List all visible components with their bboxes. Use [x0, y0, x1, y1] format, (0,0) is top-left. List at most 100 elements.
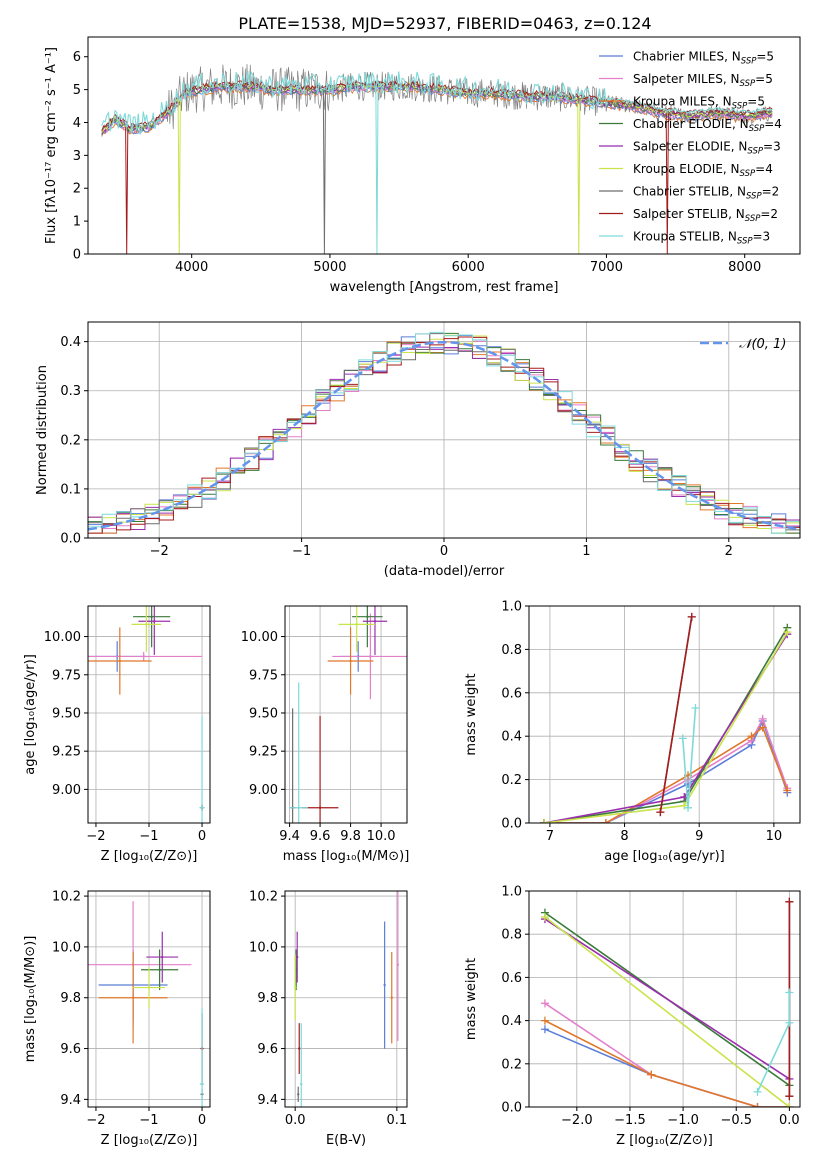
y-tick-label: 0.4	[501, 730, 522, 745]
legend-entry: Chabrier MILES, NSSP=5	[633, 50, 774, 67]
mass-vs-ebv-panel: 0.0 0.1 9.4 9.6 9.8 10.0 10.2 E(B-V)	[249, 890, 408, 1148]
y-tick-label: 1	[73, 215, 81, 230]
axes-frame	[528, 890, 801, 1108]
weight-marker	[539, 819, 548, 823]
legend-entry: Salpeter ELODIE, NSSP=3	[633, 140, 781, 157]
x-tick-label: 1	[582, 544, 590, 559]
x-tick-label: −1.5	[614, 1113, 646, 1128]
y-tick-label: 0.0	[501, 817, 522, 832]
weight-marker	[785, 1018, 794, 1027]
spectrum-dropout-line	[177, 99, 181, 254]
y-tick-label: 9.6	[60, 1042, 81, 1057]
y-tick-label: 9.75	[52, 668, 81, 683]
y-tick-label: 9.8	[257, 991, 278, 1006]
plot-area	[293, 891, 400, 1107]
y-axis-label: age [log₁₀(age/yr)]	[23, 654, 38, 775]
spectrum-dropout-line	[322, 89, 327, 254]
x-tick-label: −1	[139, 829, 158, 844]
legend-entry: Kroupa ELODIE, NSSP=4	[633, 162, 773, 179]
x-tick-label: −2.0	[561, 1113, 593, 1128]
x-tick-label: 0.0	[285, 1113, 306, 1128]
weight-marker	[540, 1025, 549, 1034]
y-tick-label: 0.8	[501, 643, 522, 658]
y-tick-label: 9.00	[249, 783, 278, 798]
plot-area	[540, 897, 794, 1107]
y-tick-label: 10.2	[52, 890, 81, 905]
x-tick-label: 7000	[590, 260, 623, 275]
y-tick-label: 10.0	[249, 940, 278, 955]
data-point	[200, 806, 204, 809]
x-tick-label: 9.4	[279, 829, 300, 844]
x-tick-label: 5000	[313, 260, 346, 275]
y-axis-label: mass weight	[464, 958, 479, 1040]
x-axis-label: E(B-V)	[326, 1133, 366, 1148]
histogram-series	[88, 331, 800, 534]
errorbar-point	[289, 682, 308, 823]
weight-marker	[656, 808, 665, 817]
data-point	[366, 615, 369, 618]
weight-vs-metallicity-panel: −2.0 −1.5 −1.0 −0.5 0.0 0.0 0.2 0.4 0.6 0.8 1.0 Z […	[464, 885, 801, 1148]
errorbar-point	[383, 921, 386, 1049]
x-tick-label: −2	[150, 544, 169, 559]
y-tick-label: 5	[73, 83, 81, 98]
x-tick-label: 4000	[175, 260, 208, 275]
weight-marker	[647, 1070, 656, 1079]
y-tick-label: 9.6	[257, 1042, 278, 1057]
data-point	[300, 1082, 303, 1086]
y-tick-label: 0.4	[60, 335, 81, 350]
weight-series-line	[543, 718, 789, 823]
legend-entry: Chabrier ELODIE, NSSP=4	[633, 117, 782, 134]
y-axis-label: Flux [fλ10⁻¹⁷ erg cm⁻² s⁻¹ A⁻¹]	[44, 47, 59, 244]
weight-series-line	[659, 616, 693, 813]
y-tick-label: 0.0	[60, 532, 81, 547]
legend-entry: Chabrier STELIB, NSSP=2	[633, 185, 779, 202]
x-axis-label: Z [log₁₀(Z/Z⊙)]	[101, 1133, 198, 1148]
weight-marker	[540, 912, 549, 921]
axes-frame	[284, 605, 408, 824]
data-point	[200, 1082, 204, 1086]
plot-area	[101, 64, 773, 254]
errorbar-point	[300, 1023, 303, 1107]
errorbar-point	[88, 651, 203, 662]
weight-marker	[783, 628, 792, 637]
y-tick-label: 0	[73, 248, 81, 263]
y-tick-label: 0.3	[60, 384, 81, 399]
x-tick-label: 9	[695, 829, 703, 844]
y-tick-label: 1.0	[501, 885, 522, 900]
weight-marker	[691, 703, 700, 712]
weight-series-line	[544, 1019, 790, 1107]
y-tick-label: 9.25	[249, 745, 278, 760]
legend-entry: Kroupa STELIB, NSSP=3	[633, 230, 770, 247]
errorbar-point	[141, 949, 179, 991]
y-tick-label: 0.2	[60, 433, 81, 448]
weight-marker	[684, 803, 693, 812]
data-point	[298, 1047, 301, 1050]
errorbar-point	[88, 627, 152, 695]
errorbar-point	[131, 606, 162, 652]
figure-title: PLATE=1538, MJD=52937, FIBERID=0463, z=0…	[238, 14, 651, 33]
data-point	[145, 623, 148, 626]
x-tick-label: −2	[86, 1113, 105, 1128]
data-point	[318, 806, 322, 809]
data-point	[297, 1093, 300, 1096]
y-tick-label: 1.0	[501, 600, 522, 615]
axes-frame	[528, 605, 801, 824]
data-point	[396, 963, 400, 966]
plot-area	[88, 901, 205, 1107]
legend-entry: 𝒩(0, 1)	[739, 337, 786, 352]
y-tick-label: 0.2	[501, 1057, 522, 1072]
residual-histogram-panel: −2 −1 0 1 2 0.0 0.1 0.2 0.3 0.4 (data-model)/error…	[35, 321, 801, 579]
data-point	[158, 968, 161, 971]
data-point	[355, 623, 358, 626]
data-point	[161, 955, 164, 959]
errorbar-point	[332, 613, 407, 700]
data-point	[147, 986, 151, 989]
errorbar-point	[297, 1086, 300, 1102]
y-tick-label: 10.00	[241, 630, 278, 645]
y-tick-label: 0.4	[501, 1014, 522, 1029]
y-tick-label: 0.6	[501, 971, 522, 986]
y-tick-label: 9.50	[52, 706, 81, 721]
axes-frame	[284, 890, 408, 1108]
data-point	[297, 806, 300, 809]
x-tick-label: −2	[86, 829, 105, 844]
